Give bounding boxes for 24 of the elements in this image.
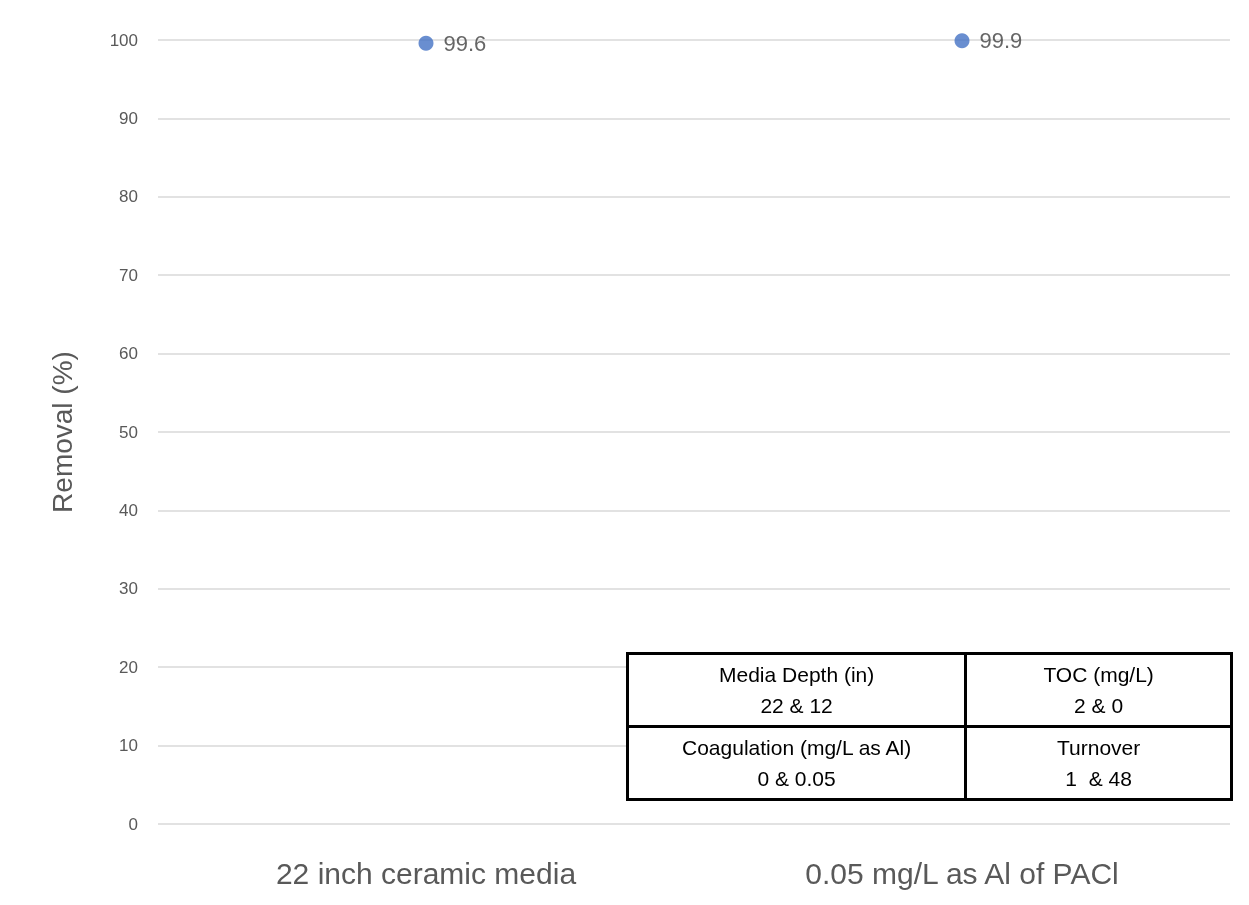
y-tick-label: 90 (119, 108, 138, 128)
y-tick-label: 10 (119, 736, 138, 756)
annotation: 1 & 48 (1064, 766, 1133, 792)
y-tick-label: 0 (128, 814, 138, 834)
y-tick-label: 60 (119, 344, 138, 364)
annotation: 0 & 0.05 (756, 766, 837, 792)
y-tick-label: 50 (119, 422, 138, 442)
annotation: 2 & 0 (1073, 693, 1125, 719)
y-tick-label: 100 (109, 30, 138, 50)
annotation: Turnover (1056, 735, 1142, 761)
y-tick-label: 80 (119, 187, 138, 207)
y-tick-label: 20 (119, 657, 138, 677)
x-tick-label: 0.05 mg/L as Al of PACl (805, 856, 1119, 890)
annotation: TOC (mg/L) (1042, 662, 1155, 688)
y-tick-label: 70 (119, 265, 138, 285)
y-axis-title: Removal (%) (46, 351, 78, 513)
data-label: 99.9 (979, 28, 1023, 54)
annotation: 22 & 12 (759, 693, 834, 719)
data-label: 99.6 (443, 30, 487, 56)
annotation: Coagulation (mg/L as Al) (681, 735, 913, 761)
y-tick-label: 30 (119, 579, 138, 599)
y-tick-label: 40 (119, 500, 138, 520)
annotation: Media Depth (in) (718, 662, 876, 688)
x-tick-label: 22 inch ceramic media (275, 856, 577, 890)
